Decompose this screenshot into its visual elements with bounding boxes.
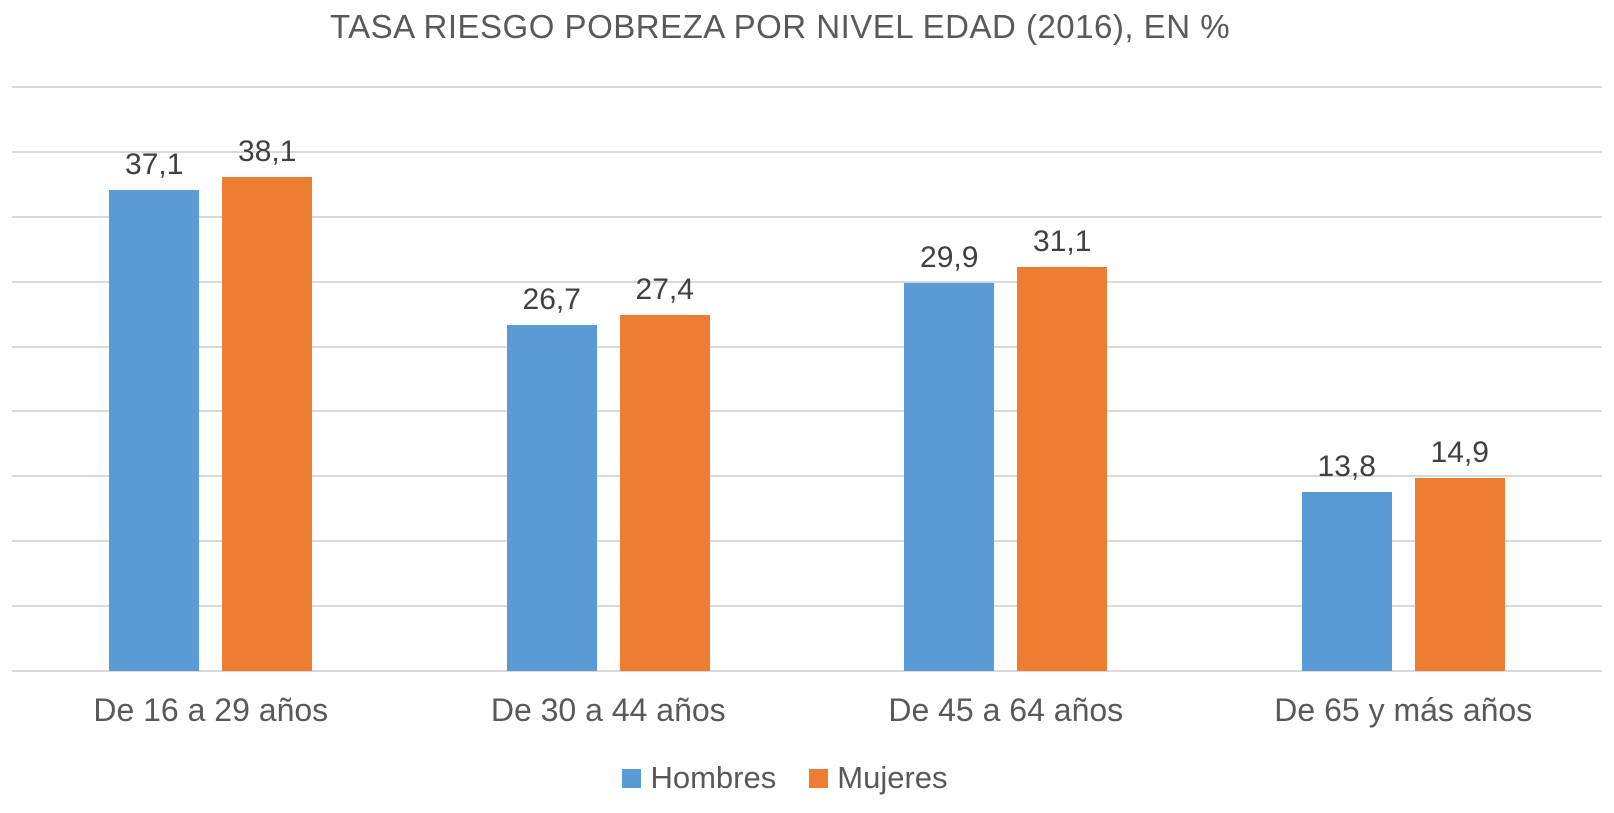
data-label-mujeres-de-16-a-29-a-os: 38,1 xyxy=(238,134,297,168)
bar-group-de-16-a-29-a-os: 37,1 38,1 xyxy=(12,87,410,671)
chart-title: TASA RIESGO POBREZA POR NIVEL EDAD (2016… xyxy=(329,8,1231,45)
category-label-de-65-y-m-s-a-os: De 65 y más años xyxy=(1274,692,1533,728)
legend: Hombres Mujeres xyxy=(0,760,1592,796)
legend-item-hombres: Hombres xyxy=(622,760,776,796)
gridline-10 xyxy=(12,540,1602,543)
gridline-20 xyxy=(12,410,1602,413)
bar-hombres-de-45-a-64-a-os: 29,9 xyxy=(904,241,995,671)
category-label-de-16-a-29-a-os: De 16 a 29 años xyxy=(93,692,329,728)
bar-groups: 37,1 38,1 26,7 27,4 29,9 31,1 13,8 14,9 xyxy=(12,87,1602,671)
data-label-mujeres-de-45-a-64-a-os: 31,1 xyxy=(1033,225,1092,259)
bar-hombres-de-65-y-m-s-a-os: 13,8 xyxy=(1301,450,1392,671)
gridline-35 xyxy=(12,215,1602,218)
bar-group-de-45-a-64-a-os: 29,9 31,1 xyxy=(807,87,1205,671)
bar-group-de-65-y-m-s-a-os: 13,8 14,9 xyxy=(1205,87,1603,671)
legend-item-mujeres: Mujeres xyxy=(809,760,948,796)
data-label-hombres-de-45-a-64-a-os: 29,9 xyxy=(920,240,979,274)
x-axis-labels: De 16 a 29 años De 30 a 44 años De 45 a 64… xyxy=(12,692,1602,729)
bar-hombres-de-16-a-29-a-os: 37,1 xyxy=(109,148,200,671)
data-label-hombres-de-16-a-29-a-os: 37,1 xyxy=(125,147,184,181)
bar-hombres-de-30-a-44-a-os: 26,7 xyxy=(506,283,597,671)
gridline-45 xyxy=(12,86,1602,88)
gridline-0 xyxy=(12,670,1602,672)
gridline-40 xyxy=(12,150,1602,153)
bar-mujeres-de-30-a-44-a-os: 27,4 xyxy=(619,273,710,671)
gridlines xyxy=(12,86,1602,672)
bar-mujeres-de-45-a-64-a-os: 31,1 xyxy=(1017,225,1108,671)
data-label-hombres-de-30-a-44-a-os: 26,7 xyxy=(522,282,581,316)
data-label-mujeres-de-65-y-m-s-a-os: 14,9 xyxy=(1430,435,1489,469)
bar-mujeres-de-16-a-29-a-os: 38,1 xyxy=(222,135,313,671)
data-label-mujeres-de-30-a-44-a-os: 27,4 xyxy=(635,273,694,307)
bar-group-de-30-a-44-a-os: 26,7 27,4 xyxy=(410,87,808,671)
bar-mujeres-de-65-y-m-s-a-os: 14,9 xyxy=(1414,436,1505,671)
data-label-hombres-de-65-y-m-s-a-os: 13,8 xyxy=(1317,449,1376,483)
category-label-de-30-a-44-a-os: De 30 a 44 años xyxy=(490,692,726,728)
gridline-30 xyxy=(12,280,1602,283)
legend-label-hombres: Hombres xyxy=(650,760,777,795)
gridline-25 xyxy=(12,345,1602,348)
plot-area: 37,1 38,1 26,7 27,4 29,9 31,1 13,8 14,9 xyxy=(12,86,1602,672)
category-label-de-45-a-64-a-os: De 45 a 64 años xyxy=(888,692,1124,728)
legend-swatch-icon xyxy=(622,768,642,788)
gridline-15 xyxy=(12,475,1602,478)
legend-label-mujeres: Mujeres xyxy=(837,760,948,795)
gridline-5 xyxy=(12,605,1602,608)
legend-swatch-icon xyxy=(809,768,829,788)
